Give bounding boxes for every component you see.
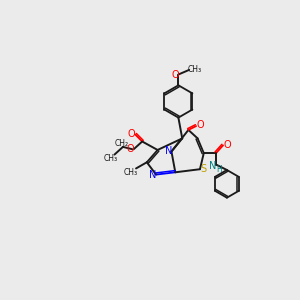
Text: O: O: [196, 119, 204, 130]
Text: CH₂: CH₂: [114, 139, 128, 148]
Text: O: O: [126, 144, 134, 154]
Text: CH₃: CH₃: [124, 168, 138, 177]
Text: CH₃: CH₃: [103, 154, 118, 163]
Text: S: S: [200, 164, 206, 174]
Text: O: O: [223, 140, 231, 150]
Text: N: N: [165, 146, 172, 157]
Text: N: N: [149, 169, 157, 180]
Text: N: N: [209, 161, 217, 171]
Text: O: O: [172, 70, 179, 80]
Text: CH₃: CH₃: [188, 64, 202, 74]
Text: H: H: [216, 165, 222, 174]
Text: O: O: [128, 129, 135, 139]
